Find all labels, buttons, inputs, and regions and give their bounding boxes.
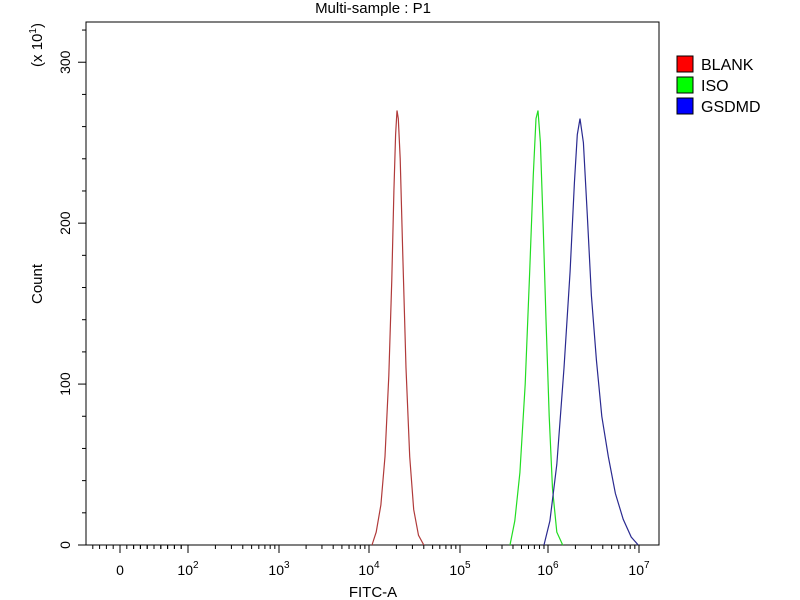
series-line-iso — [509, 110, 564, 546]
legend-swatch-blank — [676, 55, 694, 73]
x-tick-label: 102 — [177, 560, 199, 578]
x-tick-label: 0 — [116, 562, 124, 578]
y-tick-label: 100 — [57, 372, 73, 396]
y-multiplier-exp: 1 — [28, 28, 39, 34]
x-axis: 0 102 103 104 105 106 107 — [92, 545, 650, 578]
series-line-blank — [371, 110, 425, 546]
y-tick-label: 300 — [57, 50, 73, 74]
y-tick-label: 0 — [57, 541, 73, 549]
legend-label-gsdmd: GSDMD — [701, 99, 761, 116]
y-tick-label: 200 — [57, 211, 73, 235]
y-axis: 0 100 200 300 — [57, 29, 86, 549]
y-multiplier-close: ) — [29, 23, 46, 28]
x-tick-label: 106 — [537, 560, 559, 578]
chart-title: Multi-sample : P1 — [315, 0, 431, 17]
x-tick-label: 105 — [449, 560, 471, 578]
x-tick-label: 103 — [268, 560, 290, 578]
legend-swatch-gsdmd — [676, 97, 694, 115]
y-axis-multiplier: (x 101) — [28, 23, 46, 67]
y-axis-title: Count — [29, 263, 46, 304]
plot-frame — [85, 21, 660, 546]
y-multiplier-base: (x 10 — [29, 34, 46, 67]
series-line-gsdmd — [543, 118, 639, 546]
x-tick-label: 104 — [358, 560, 380, 578]
legend-label-blank: BLANK — [701, 57, 754, 74]
x-axis-title: FITC-A — [349, 584, 397, 600]
legend-label-iso: ISO — [701, 78, 729, 95]
series-layer — [371, 110, 639, 546]
x-tick-label: 107 — [628, 560, 650, 578]
legend-swatch-iso — [676, 76, 694, 94]
legend: BLANK ISO GSDMD — [676, 55, 761, 116]
